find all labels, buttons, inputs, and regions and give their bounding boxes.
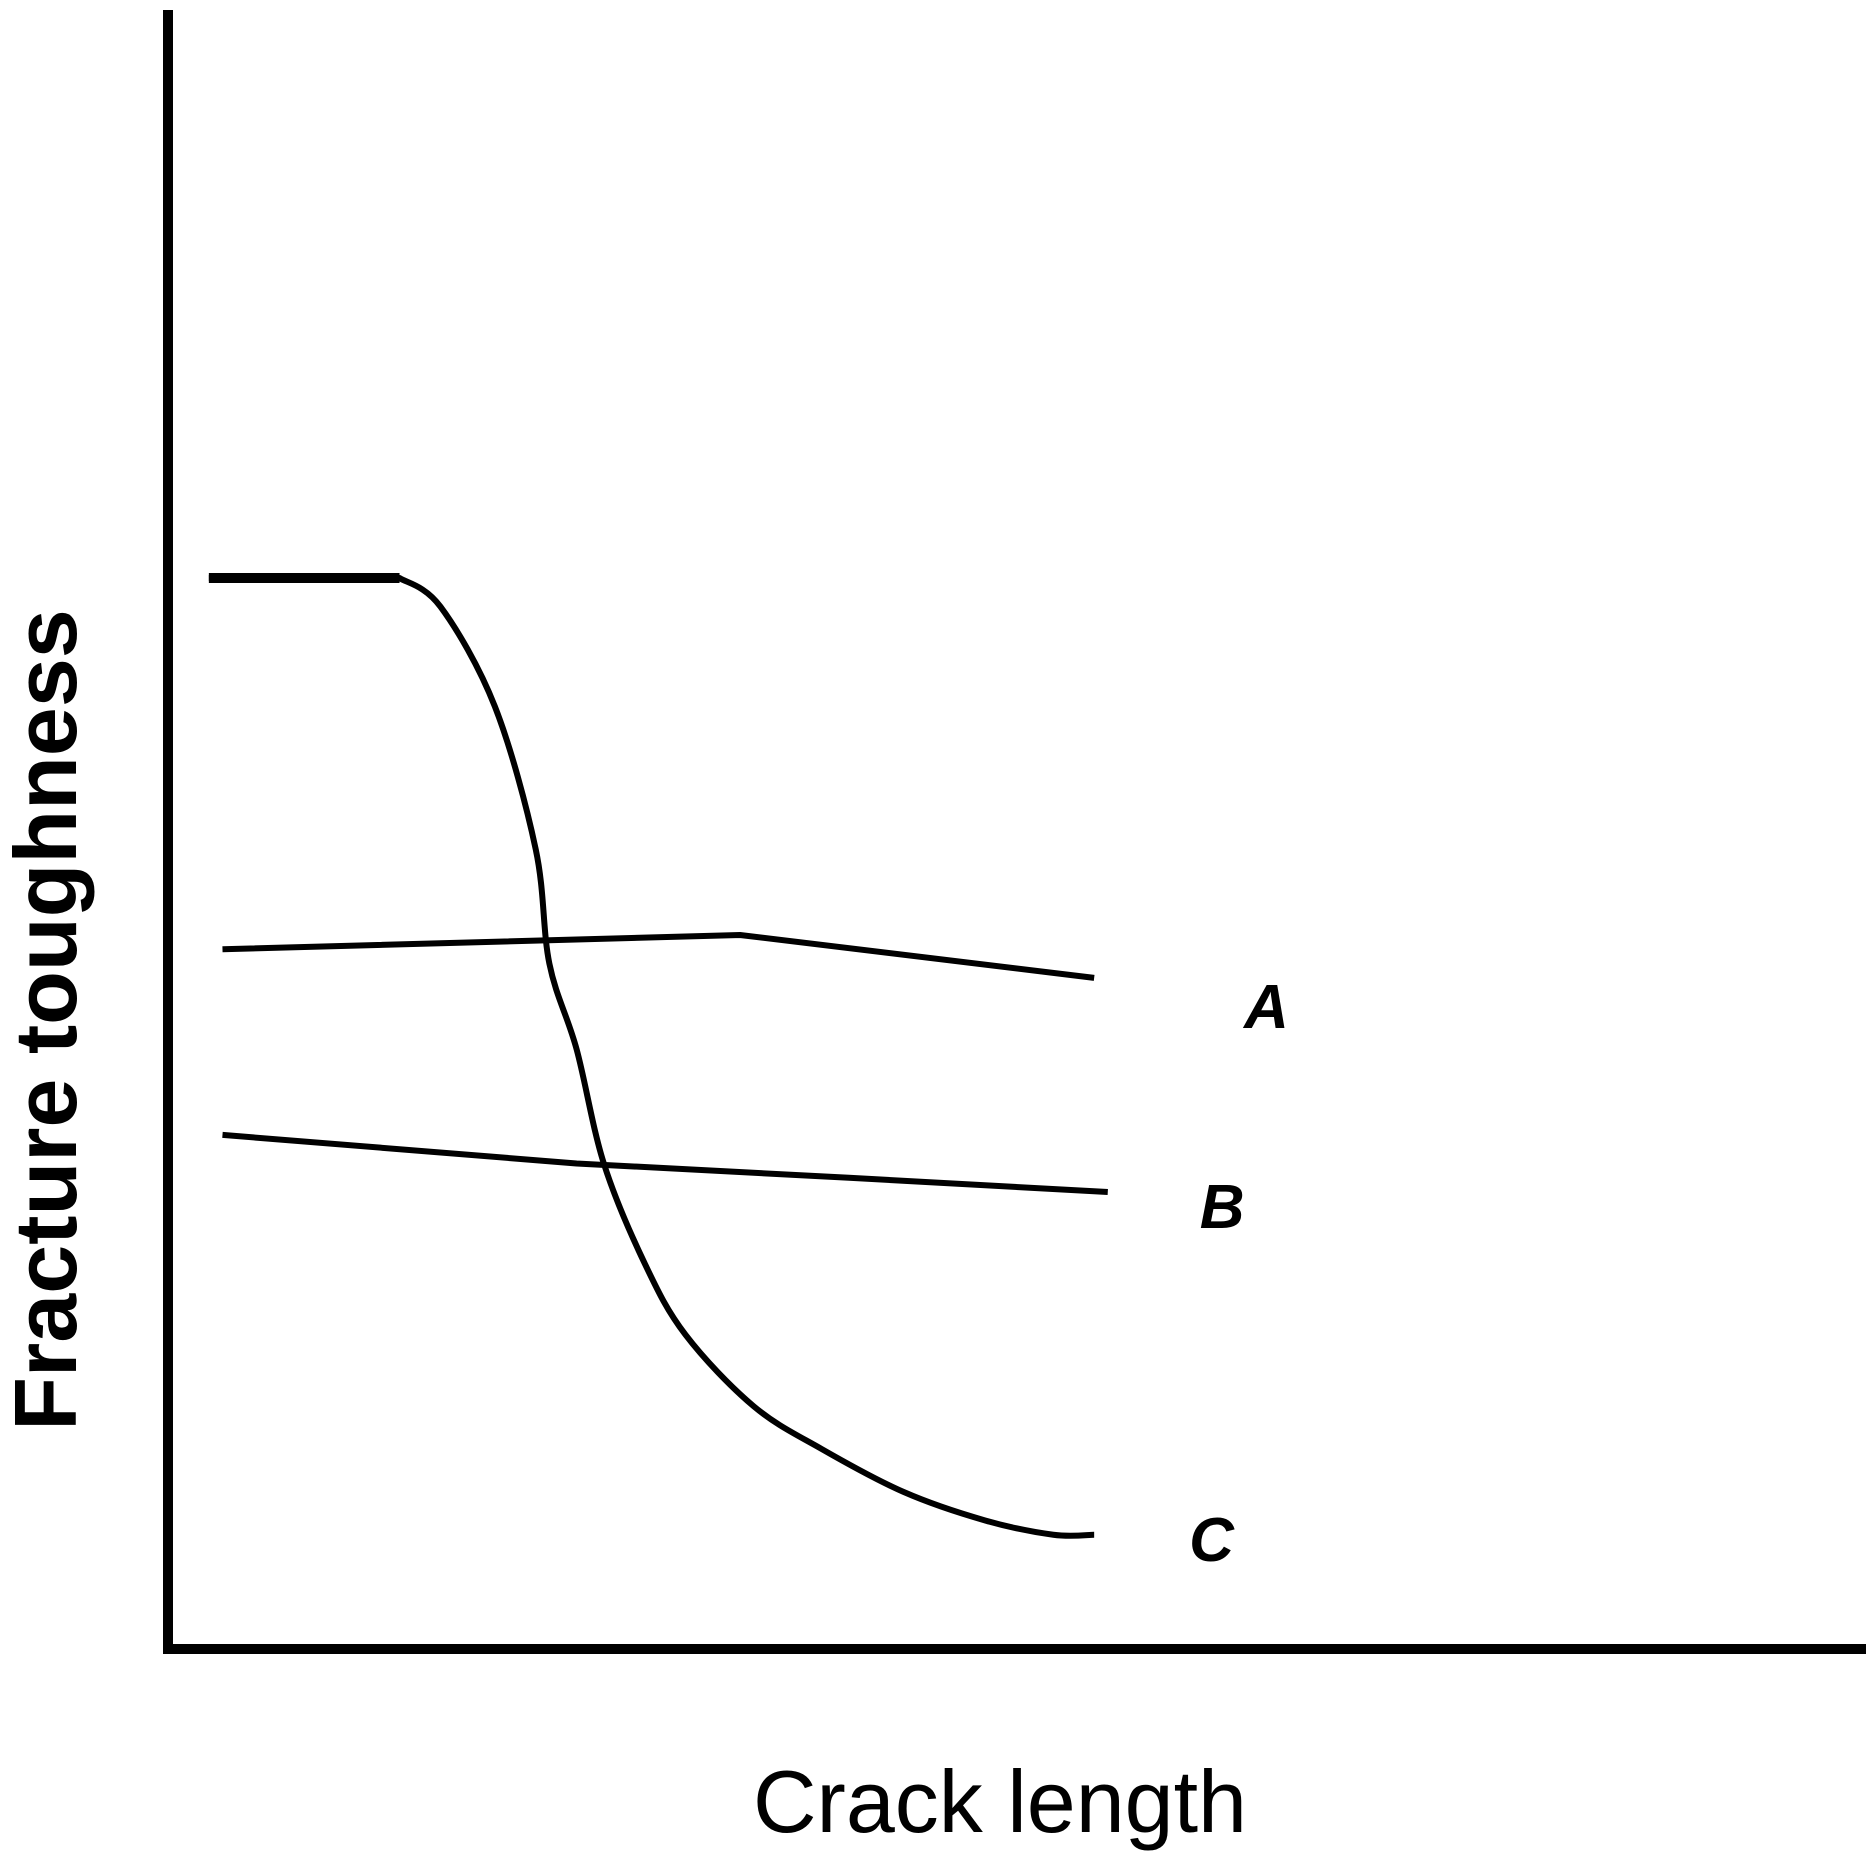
x-axis-title: Crack length bbox=[753, 1752, 1247, 1851]
axes bbox=[163, 10, 1866, 1654]
series-label-a: A bbox=[1242, 973, 1289, 1042]
y-axis-title: Fracture toughness bbox=[0, 609, 95, 1430]
series-labels: A B C bbox=[1189, 973, 1289, 1575]
series-line-c bbox=[208, 575, 1095, 1539]
series-line-b bbox=[222, 1131, 1108, 1196]
series-line-a bbox=[222, 932, 1095, 981]
series-lines bbox=[208, 573, 1108, 1539]
series-label-c: C bbox=[1189, 1506, 1235, 1575]
series-label-b: B bbox=[1200, 1173, 1245, 1242]
